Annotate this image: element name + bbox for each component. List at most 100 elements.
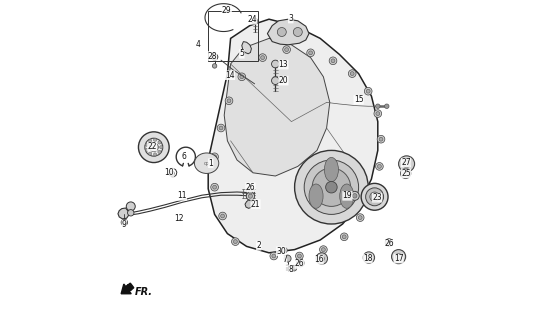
Ellipse shape — [309, 184, 323, 208]
Ellipse shape — [194, 153, 219, 173]
Circle shape — [376, 112, 380, 116]
Text: 26: 26 — [246, 183, 255, 192]
Circle shape — [363, 252, 374, 263]
Circle shape — [259, 54, 266, 61]
Circle shape — [356, 214, 364, 221]
Circle shape — [309, 51, 313, 55]
Circle shape — [349, 70, 356, 77]
Circle shape — [150, 143, 158, 152]
Circle shape — [293, 28, 302, 36]
Circle shape — [329, 57, 337, 65]
Circle shape — [392, 250, 406, 264]
Circle shape — [272, 254, 275, 258]
Circle shape — [399, 156, 415, 172]
Circle shape — [316, 253, 328, 264]
Circle shape — [126, 202, 135, 211]
Circle shape — [331, 59, 335, 63]
Circle shape — [325, 181, 337, 193]
Circle shape — [169, 171, 174, 176]
Circle shape — [158, 150, 161, 154]
Circle shape — [307, 49, 314, 57]
Text: 23: 23 — [372, 193, 382, 202]
Circle shape — [217, 124, 225, 132]
Text: 15: 15 — [354, 95, 363, 104]
Circle shape — [231, 238, 239, 245]
Bar — [208, 11, 258, 61]
Circle shape — [295, 252, 303, 260]
Text: 22: 22 — [147, 142, 157, 151]
Circle shape — [385, 239, 393, 246]
Polygon shape — [267, 19, 309, 45]
Circle shape — [249, 190, 252, 194]
Circle shape — [213, 185, 216, 189]
Text: 6: 6 — [182, 152, 187, 161]
Circle shape — [283, 46, 291, 53]
Text: 14: 14 — [225, 71, 235, 80]
Circle shape — [378, 164, 381, 168]
Circle shape — [221, 214, 224, 218]
Text: 12: 12 — [174, 214, 183, 223]
Circle shape — [213, 155, 216, 159]
Text: 13: 13 — [279, 60, 288, 69]
Circle shape — [304, 160, 359, 214]
Circle shape — [227, 99, 231, 103]
FancyArrow shape — [121, 283, 134, 294]
Text: 11: 11 — [177, 191, 187, 200]
Circle shape — [249, 194, 252, 198]
Circle shape — [272, 60, 279, 68]
Circle shape — [219, 126, 223, 130]
Circle shape — [374, 110, 381, 117]
Circle shape — [395, 253, 402, 260]
Polygon shape — [242, 42, 251, 54]
Circle shape — [285, 48, 288, 52]
Text: 19: 19 — [343, 191, 352, 200]
Circle shape — [361, 183, 388, 210]
Circle shape — [370, 192, 373, 196]
Text: 27: 27 — [401, 158, 411, 167]
Circle shape — [364, 87, 372, 95]
Polygon shape — [224, 38, 330, 176]
Circle shape — [377, 135, 385, 143]
Circle shape — [342, 235, 346, 239]
Text: 17: 17 — [394, 254, 404, 263]
Circle shape — [350, 191, 359, 200]
Text: 9: 9 — [122, 220, 127, 229]
Circle shape — [261, 56, 265, 60]
Circle shape — [213, 64, 217, 68]
Text: cp: cp — [204, 161, 209, 166]
Circle shape — [148, 139, 152, 142]
Circle shape — [298, 254, 301, 258]
Polygon shape — [208, 19, 378, 253]
Circle shape — [350, 72, 354, 76]
Circle shape — [295, 150, 368, 224]
Circle shape — [319, 256, 324, 261]
Circle shape — [322, 248, 325, 252]
Circle shape — [376, 163, 383, 170]
Text: 7: 7 — [282, 255, 287, 264]
Circle shape — [299, 261, 302, 265]
Circle shape — [277, 28, 286, 36]
Text: 30: 30 — [277, 247, 286, 256]
Polygon shape — [245, 200, 253, 208]
Circle shape — [225, 97, 233, 105]
Circle shape — [403, 160, 410, 168]
Circle shape — [367, 190, 375, 197]
Circle shape — [379, 137, 383, 141]
Text: 26: 26 — [384, 239, 394, 248]
Text: 20: 20 — [279, 76, 288, 85]
Text: 21: 21 — [251, 200, 260, 209]
Circle shape — [211, 183, 218, 191]
Text: 18: 18 — [363, 254, 372, 263]
Circle shape — [400, 168, 410, 179]
Circle shape — [158, 141, 161, 144]
Text: 5: 5 — [239, 49, 244, 58]
Circle shape — [211, 54, 218, 60]
Circle shape — [272, 77, 279, 84]
Circle shape — [153, 153, 157, 156]
Text: 16: 16 — [314, 255, 323, 264]
Circle shape — [320, 246, 327, 253]
Circle shape — [376, 104, 380, 108]
Text: 1: 1 — [208, 159, 213, 168]
Text: FR.: FR. — [135, 287, 153, 297]
Circle shape — [366, 188, 384, 206]
